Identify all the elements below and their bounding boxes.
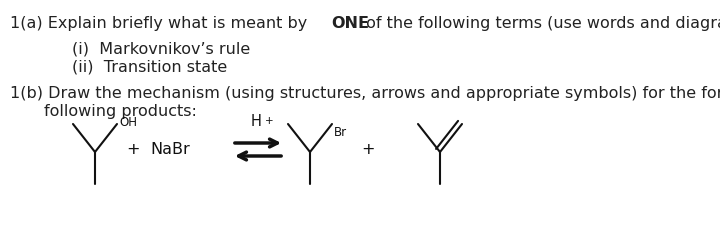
Text: +: +: [126, 143, 140, 157]
Text: of the following terms (use words and diagrams).: of the following terms (use words and di…: [361, 16, 720, 31]
Text: +: +: [265, 116, 274, 126]
Text: H: H: [251, 114, 261, 129]
Text: (ii)  Transition state: (ii) Transition state: [72, 60, 228, 75]
Text: 1(a) Explain briefly what is meant by: 1(a) Explain briefly what is meant by: [10, 16, 312, 31]
Text: ONE: ONE: [331, 16, 369, 31]
Text: OH: OH: [119, 117, 137, 129]
Text: (i)  Markovnikov’s rule: (i) Markovnikov’s rule: [72, 42, 251, 57]
Text: following products:: following products:: [44, 104, 197, 119]
Text: Br: Br: [334, 126, 347, 139]
Text: NaBr: NaBr: [150, 143, 190, 157]
Text: +: +: [361, 143, 374, 157]
Text: 1(b) Draw the mechanism (using structures, arrows and appropriate symbols) for t: 1(b) Draw the mechanism (using structure…: [10, 86, 720, 101]
